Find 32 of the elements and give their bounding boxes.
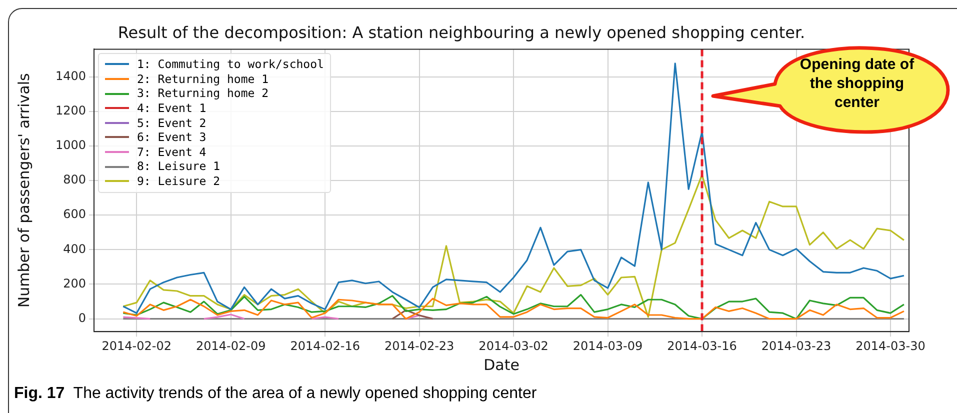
legend-label: 7: Event 4: [137, 144, 206, 160]
legend-label: 5: Event 2: [137, 116, 206, 130]
y-tick-label: 200: [63, 276, 86, 290]
legend-label: 9: Leisure 2: [137, 174, 220, 189]
annotation: Opening date of the shopping center: [798, 55, 916, 112]
legend-label: 1: Commuting to work/school: [137, 57, 324, 72]
legend-label: 2: Returning home 1: [137, 72, 269, 86]
y-tick-label: 800: [63, 172, 86, 187]
caption: Fig. 17: [14, 385, 65, 402]
legend-label: 4: Event 1: [137, 100, 206, 116]
x-tick-label: 2014-03-09: [572, 338, 643, 353]
x-tick-label: 2014-02-23: [384, 338, 454, 353]
y-tick-label: 400: [63, 242, 86, 256]
y-axis-title: Number of passengers' arrivals: [14, 73, 33, 308]
y-tick-label: 1200: [55, 104, 86, 118]
y-tick-label: 1400: [55, 68, 86, 83]
legend-label: 3: Returning home 2: [137, 86, 269, 101]
x-tick-label: 2014-03-23: [761, 338, 832, 353]
chart-title: Result of the decomposition: A station neighbouring a newly opened shopping center.: [118, 22, 806, 42]
text: The activity trends of the area of a newly opened shopping center: [72, 385, 537, 402]
x-tick-label: 2014-03-02: [478, 338, 548, 353]
x-axis-title: Date: [484, 356, 520, 374]
x-tick-label: 2014-02-02: [102, 338, 172, 353]
y-tick-label: 600: [63, 207, 86, 222]
y-tick-label: 1000: [55, 138, 86, 152]
x-tick-label: 2014-03-16: [667, 338, 737, 353]
x-tick-label: 2014-03-30: [856, 338, 926, 353]
x-tick-label: 2014-02-09: [196, 338, 266, 353]
legend-label: 8: Leisure 1: [137, 159, 220, 174]
legend-label: 6: Event 3: [137, 130, 206, 145]
x-tick-label: 2014-02-16: [290, 338, 360, 353]
y-tick-label: 0: [78, 310, 86, 325]
